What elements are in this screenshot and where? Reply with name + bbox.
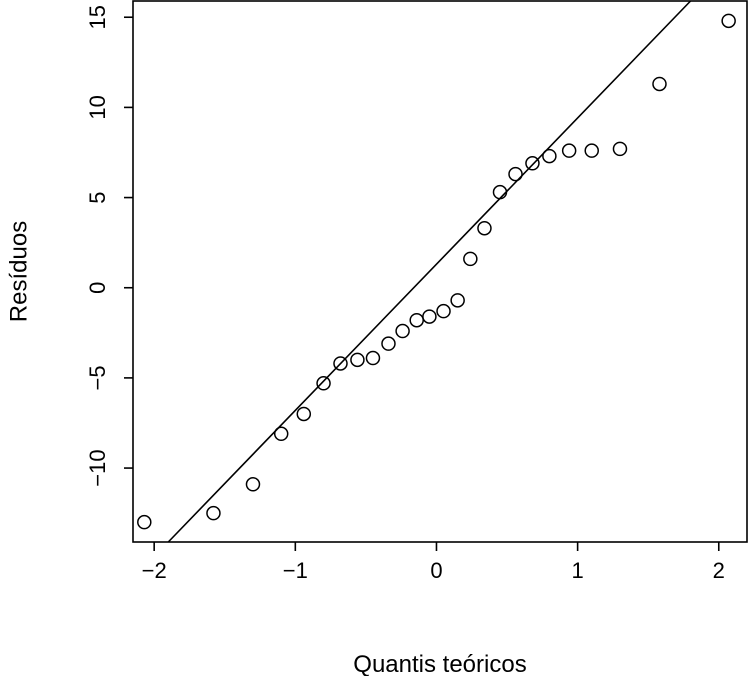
data-point: [584, 143, 599, 158]
data-point: [463, 251, 478, 267]
y-axis-label: Resíduos: [5, 221, 32, 322]
data-point: [333, 356, 348, 371]
data-point: [561, 143, 577, 158]
data-point: [450, 293, 465, 308]
y-tick-label: −5: [85, 365, 110, 390]
data-point: [652, 76, 667, 92]
x-tick-label: 2: [713, 558, 725, 583]
data-point: [508, 166, 523, 182]
data-point: [422, 309, 437, 324]
plot-frame: [132, 0, 748, 543]
y-tick-label: 0: [85, 282, 110, 294]
x-tick-label: −1: [283, 558, 308, 583]
data-point: [296, 406, 312, 422]
data-point: [273, 426, 289, 442]
x-tick-label: 0: [430, 558, 442, 583]
data-point: [721, 13, 736, 29]
data-point: [492, 184, 508, 200]
y-tick-label: 5: [85, 191, 110, 203]
data-point: [350, 352, 365, 368]
x-axis-label: Quantis teóricos: [353, 651, 526, 676]
data-point: [137, 514, 152, 530]
data-point: [316, 376, 331, 391]
data-point: [395, 323, 410, 339]
data-point: [365, 350, 381, 366]
data-point: [525, 156, 540, 171]
data-points: [137, 13, 736, 530]
y-tick-label: 15: [85, 5, 110, 29]
y-tick-label: −10: [85, 449, 110, 486]
data-point: [477, 220, 492, 236]
data-point: [206, 505, 221, 521]
data-point: [436, 303, 451, 319]
data-point: [542, 148, 557, 164]
data-point: [245, 477, 261, 492]
data-point: [409, 312, 424, 328]
data-point: [381, 336, 396, 351]
data-point: [612, 141, 628, 157]
reference-line: [167, 0, 692, 543]
x-tick-label: 1: [571, 558, 583, 583]
y-tick-label: 10: [85, 95, 110, 119]
x-tick-label: −2: [142, 558, 167, 583]
